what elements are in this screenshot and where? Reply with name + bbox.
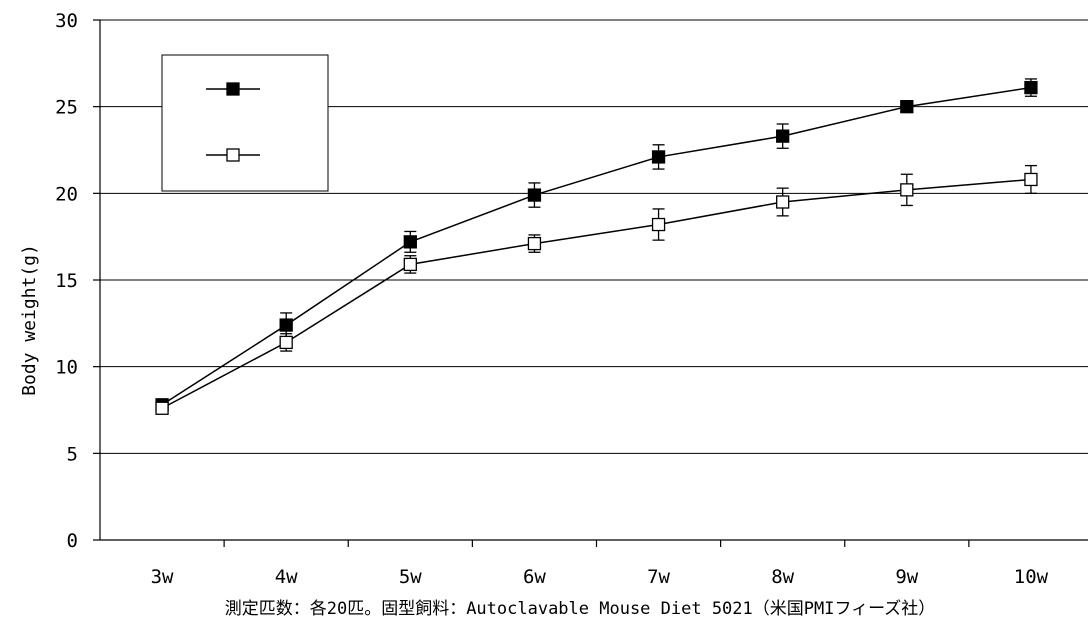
series-1-line (161, 86, 1032, 406)
legend-box (161, 54, 329, 192)
series-1-point-8w (776, 129, 790, 143)
series-2-point-5w (403, 257, 417, 272)
series-2-point-4w (279, 335, 293, 350)
series-layer (155, 78, 1038, 415)
y-tick-label-10: 10 (55, 357, 78, 379)
legend (161, 54, 329, 192)
series-2-point-6w (527, 236, 542, 251)
series-1-point-5w (403, 235, 417, 249)
series-2 (155, 164, 1038, 415)
x-tick-label-5w: 5w (399, 566, 422, 588)
series-2-point-3w (155, 401, 169, 415)
y-tick-labels: 0 5 10 15 20 25 30 (55, 10, 78, 552)
series-2-line (161, 178, 1032, 409)
y-tick-label-25: 25 (55, 97, 78, 119)
x-tick-label-6w: 6w (523, 566, 546, 588)
x-tick-label-10w: 10w (1014, 566, 1049, 588)
series-2-point-9w (900, 183, 914, 197)
y-tick-label-20: 20 (55, 183, 78, 205)
x-tick-label-7w: 7w (647, 566, 670, 588)
series-1-point-9w (900, 100, 914, 114)
x-tick-label-9w: 9w (895, 566, 918, 588)
series-2-point-7w (651, 217, 666, 232)
y-axis-label: Body weight(g) (19, 244, 40, 396)
x-tick-labels: 3w 4w 5w 6w 7w 8w 9w 10w (151, 566, 1049, 588)
x-tick-label-8w: 8w (771, 566, 794, 588)
y-tick-label-5: 5 (67, 443, 78, 465)
series-1-point-4w (279, 318, 293, 332)
series-1 (155, 78, 1038, 412)
y-tick-label-0: 0 (67, 530, 78, 552)
series-1-point-6w (527, 188, 542, 202)
y-tick-label-15: 15 (55, 270, 78, 292)
series-2-point-10w (1024, 172, 1038, 187)
x-tick-label-3w: 3w (151, 566, 174, 588)
legend-marker-1 (226, 82, 240, 96)
series-2-point-8w (776, 195, 790, 209)
y-tick-label-30: 30 (55, 10, 78, 32)
legend-marker-2 (226, 148, 240, 162)
series-1-point-10w (1024, 80, 1038, 95)
x-tick-label-4w: 4w (275, 566, 298, 588)
series-1-point-7w (651, 150, 666, 164)
footnote: 測定匹数：各20匹。固型飼料：Autoclavable Mouse Diet 5… (225, 599, 936, 619)
axes (93, 19, 1088, 547)
